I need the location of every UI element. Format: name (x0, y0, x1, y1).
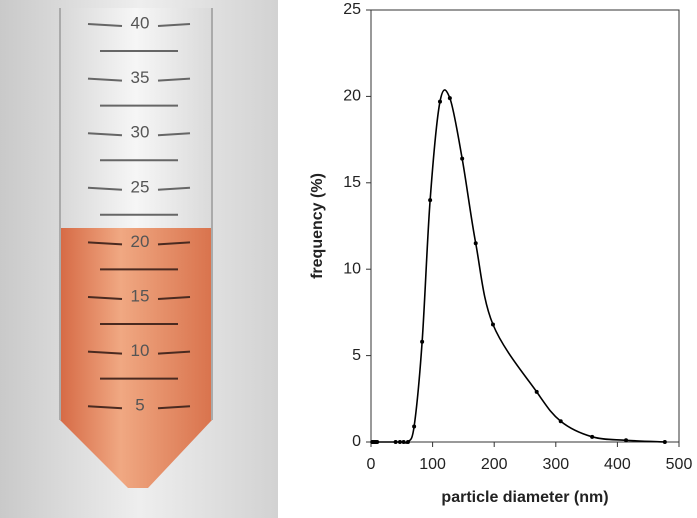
graduation-label: 15 (131, 286, 150, 305)
x-tick-label: 500 (666, 456, 693, 473)
tube-empty (60, 8, 212, 228)
data-point (662, 440, 667, 444)
graduation-line (157, 405, 191, 410)
graduation-line (157, 296, 191, 300)
graduation-line (157, 23, 191, 27)
data-point (375, 440, 380, 444)
data-point (473, 241, 478, 246)
data-point (397, 440, 402, 444)
x-tick-label: 0 (367, 456, 376, 473)
graduation-line (157, 186, 191, 191)
graduation-label: 5 (135, 396, 144, 415)
data-line (372, 89, 665, 444)
graduation-label: 25 (131, 177, 150, 196)
y-tick-label: 5 (352, 347, 361, 364)
data-point (558, 419, 563, 424)
data-point (420, 339, 425, 344)
chart: 0 5 10 15 20 25 0 100 200 300 400 500 particle diame… (309, 1, 692, 506)
graduation-line (157, 241, 191, 246)
graduation-line (87, 23, 123, 27)
graduation-label: 40 (131, 13, 150, 32)
x-tick-label: 200 (481, 456, 508, 473)
y-tick-label: 25 (343, 1, 361, 18)
y-tick-label: 0 (352, 433, 361, 450)
x-tick-label: 400 (604, 456, 631, 473)
tube-liquid (60, 228, 212, 488)
graduation-label: 30 (131, 123, 150, 142)
x-axis-label: particle diameter (nm) (441, 489, 608, 506)
graduation-line (87, 405, 123, 410)
graduation-line (157, 77, 191, 82)
y-tick-label: 10 (343, 260, 361, 277)
y-tick-label: 20 (343, 88, 361, 105)
data-point (460, 156, 465, 161)
graduation-line (157, 132, 191, 137)
data-point (534, 389, 539, 394)
data-point (401, 440, 406, 444)
x-tick-label: 100 (419, 456, 446, 473)
data-point (490, 322, 495, 327)
data-point (405, 440, 410, 444)
photo: 40 35 30 25 20 15 10 5 (0, 0, 278, 518)
graduation-line (87, 241, 123, 246)
graduation-line (87, 77, 123, 82)
data-point (447, 96, 452, 101)
y-tick-label: 15 (343, 174, 361, 191)
graduation-line (157, 350, 191, 355)
data-point (412, 424, 417, 429)
y-axis-label: frequency (%) (309, 173, 326, 279)
graduation-label: 20 (131, 232, 150, 251)
data-point (624, 438, 629, 443)
x-tick-label: 300 (542, 456, 569, 473)
graduation-line (87, 296, 123, 300)
plot-frame (370, 9, 680, 443)
data-point (590, 434, 595, 439)
graduation-line (87, 350, 123, 355)
graduation-label: 35 (131, 68, 150, 87)
data-point (393, 440, 398, 444)
data-point (428, 198, 433, 203)
data-point (437, 99, 442, 104)
graduation-line (87, 186, 123, 191)
graduation-label: 10 (131, 341, 150, 360)
graduations: 40 35 30 25 20 15 10 5 (87, 13, 191, 415)
graduation-line (87, 132, 123, 137)
